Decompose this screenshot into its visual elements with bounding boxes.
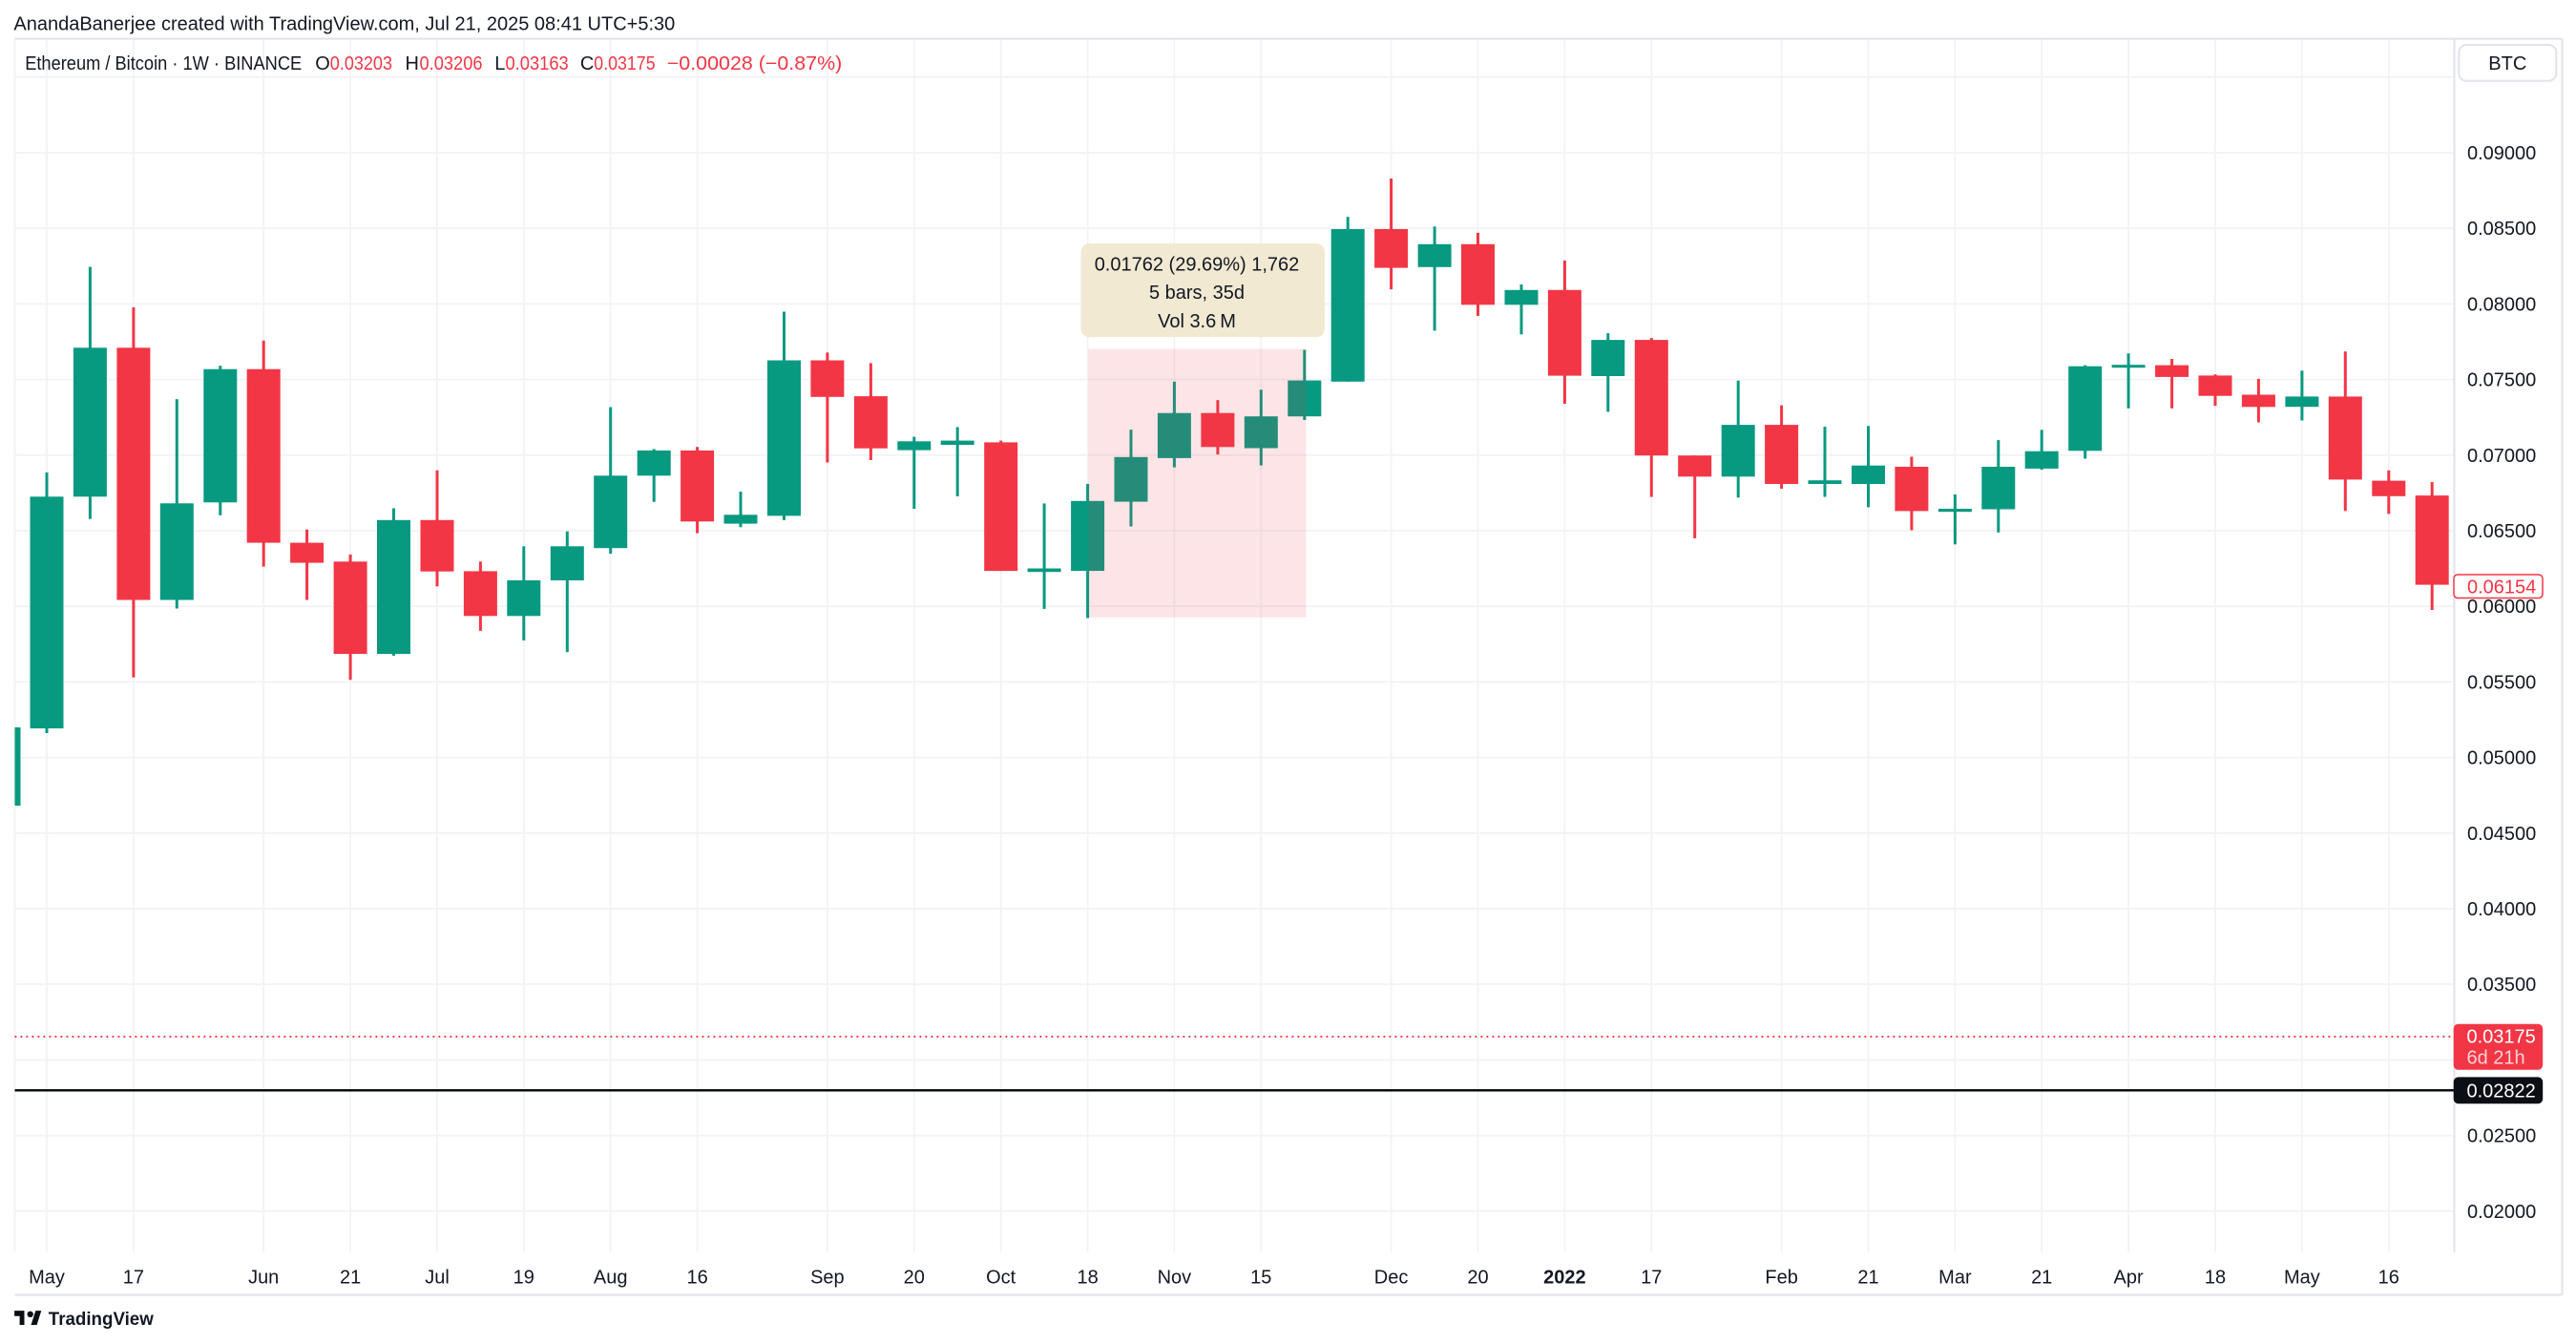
svg-text:0.03500: 0.03500: [2467, 975, 2536, 996]
svg-text:TradingView: TradingView: [49, 1309, 155, 1330]
svg-text:0.02822: 0.02822: [2467, 1081, 2536, 1102]
svg-text:18: 18: [2205, 1268, 2226, 1289]
svg-text:17: 17: [123, 1268, 144, 1289]
svg-text:O: O: [315, 53, 330, 74]
svg-text:C: C: [580, 53, 594, 74]
svg-text:21: 21: [1857, 1268, 1878, 1289]
svg-text:5 bars, 35d: 5 bars, 35d: [1149, 283, 1245, 304]
svg-text:Vol 3.6 M: Vol 3.6 M: [1158, 311, 1236, 332]
svg-text:H: H: [406, 53, 419, 74]
svg-text:May: May: [2284, 1268, 2320, 1289]
svg-text:Aug: Aug: [594, 1268, 628, 1289]
svg-text:−0.00028 (−0.87%): −0.00028 (−0.87%): [667, 53, 843, 74]
svg-text:0.03206: 0.03206: [420, 53, 483, 74]
svg-text:AnandaBanerjee created with Tr: AnandaBanerjee created with TradingView.…: [13, 14, 675, 35]
svg-text:0.03203: 0.03203: [330, 53, 392, 74]
svg-text:Oct: Oct: [986, 1268, 1016, 1289]
svg-text:21: 21: [2031, 1268, 2052, 1289]
svg-text:Jun: Jun: [248, 1268, 279, 1289]
svg-text:0.05000: 0.05000: [2467, 748, 2536, 769]
svg-text:Nov: Nov: [1158, 1268, 1192, 1289]
svg-text:May: May: [29, 1268, 65, 1289]
svg-text:16: 16: [2378, 1268, 2399, 1289]
svg-text:0.08500: 0.08500: [2467, 219, 2536, 240]
svg-text:Feb: Feb: [1765, 1268, 1797, 1289]
svg-text:Apr: Apr: [2114, 1268, 2144, 1289]
svg-text:19: 19: [513, 1268, 534, 1289]
svg-text:16: 16: [686, 1268, 707, 1289]
svg-text:0.09000: 0.09000: [2467, 143, 2536, 164]
svg-text:21: 21: [340, 1268, 361, 1289]
svg-text:18: 18: [1077, 1268, 1098, 1289]
svg-text:BTC: BTC: [2488, 53, 2526, 74]
svg-text:L: L: [494, 53, 505, 74]
svg-text:0.02500: 0.02500: [2467, 1126, 2536, 1147]
svg-text:17: 17: [1641, 1268, 1662, 1289]
svg-text:0.06500: 0.06500: [2467, 521, 2536, 542]
svg-text:0.06000: 0.06000: [2467, 597, 2536, 618]
svg-text:Ethereum / Bitcoin · 1W · BINA: Ethereum / Bitcoin · 1W · BINANCE: [25, 53, 302, 74]
svg-text:0.07000: 0.07000: [2467, 446, 2536, 467]
svg-text:0.03175: 0.03175: [2467, 1026, 2536, 1047]
svg-text:0.03163: 0.03163: [506, 53, 569, 74]
svg-text:Mar: Mar: [1938, 1268, 1972, 1289]
svg-text:0.01762 (29.69%) 1,762: 0.01762 (29.69%) 1,762: [1095, 254, 1300, 275]
svg-text:0.08000: 0.08000: [2467, 294, 2536, 315]
svg-text:2022: 2022: [1543, 1268, 1586, 1289]
svg-text:0.04500: 0.04500: [2467, 824, 2536, 845]
svg-text:Sep: Sep: [810, 1268, 845, 1289]
svg-text:0.05500: 0.05500: [2467, 672, 2536, 693]
svg-text:Jul: Jul: [425, 1268, 450, 1289]
svg-text:15: 15: [1250, 1268, 1271, 1289]
svg-text:20: 20: [904, 1268, 925, 1289]
svg-text:20: 20: [1467, 1268, 1488, 1289]
svg-text:0.07500: 0.07500: [2467, 370, 2536, 391]
svg-text:Dec: Dec: [1374, 1268, 1409, 1289]
svg-text:0.06154: 0.06154: [2467, 578, 2536, 598]
svg-text:0.03175: 0.03175: [594, 53, 655, 74]
svg-text:6d 21h: 6d 21h: [2467, 1048, 2525, 1069]
svg-text:0.04000: 0.04000: [2467, 899, 2536, 920]
svg-text:0.02000: 0.02000: [2467, 1202, 2536, 1223]
